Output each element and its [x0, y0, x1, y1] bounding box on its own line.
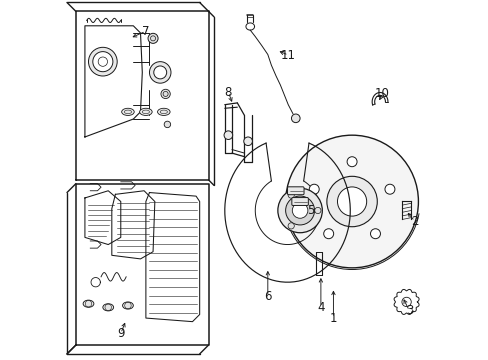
- Circle shape: [323, 229, 333, 239]
- Circle shape: [292, 203, 307, 218]
- Circle shape: [244, 137, 252, 145]
- Circle shape: [285, 196, 314, 225]
- Circle shape: [164, 121, 170, 128]
- Ellipse shape: [122, 108, 134, 116]
- Circle shape: [291, 114, 300, 123]
- Circle shape: [287, 223, 294, 229]
- FancyBboxPatch shape: [287, 187, 304, 195]
- Text: 11: 11: [281, 49, 296, 62]
- Text: 10: 10: [374, 87, 389, 100]
- Circle shape: [337, 187, 366, 216]
- Circle shape: [287, 192, 294, 198]
- Circle shape: [384, 184, 394, 194]
- Text: 4: 4: [317, 301, 324, 314]
- Text: 1: 1: [329, 311, 337, 325]
- Ellipse shape: [122, 302, 133, 309]
- Ellipse shape: [102, 304, 113, 311]
- Text: 9: 9: [117, 327, 124, 340]
- Circle shape: [326, 176, 377, 227]
- Text: 8: 8: [224, 86, 232, 99]
- Ellipse shape: [83, 300, 94, 307]
- Circle shape: [277, 188, 322, 233]
- Circle shape: [88, 47, 117, 76]
- Circle shape: [149, 62, 171, 83]
- Text: 6: 6: [264, 290, 271, 303]
- Circle shape: [285, 135, 418, 268]
- Circle shape: [93, 51, 113, 72]
- Text: 5: 5: [306, 204, 314, 217]
- Circle shape: [308, 184, 319, 194]
- Ellipse shape: [157, 108, 170, 116]
- Circle shape: [148, 33, 158, 43]
- Circle shape: [346, 157, 356, 167]
- Ellipse shape: [139, 108, 152, 116]
- Text: 3: 3: [405, 305, 412, 318]
- Circle shape: [224, 131, 232, 139]
- Circle shape: [314, 207, 320, 213]
- FancyBboxPatch shape: [291, 198, 308, 206]
- Circle shape: [153, 66, 166, 79]
- Text: 2: 2: [410, 215, 418, 228]
- Circle shape: [161, 89, 170, 99]
- Text: 7: 7: [142, 25, 149, 38]
- Circle shape: [370, 229, 380, 239]
